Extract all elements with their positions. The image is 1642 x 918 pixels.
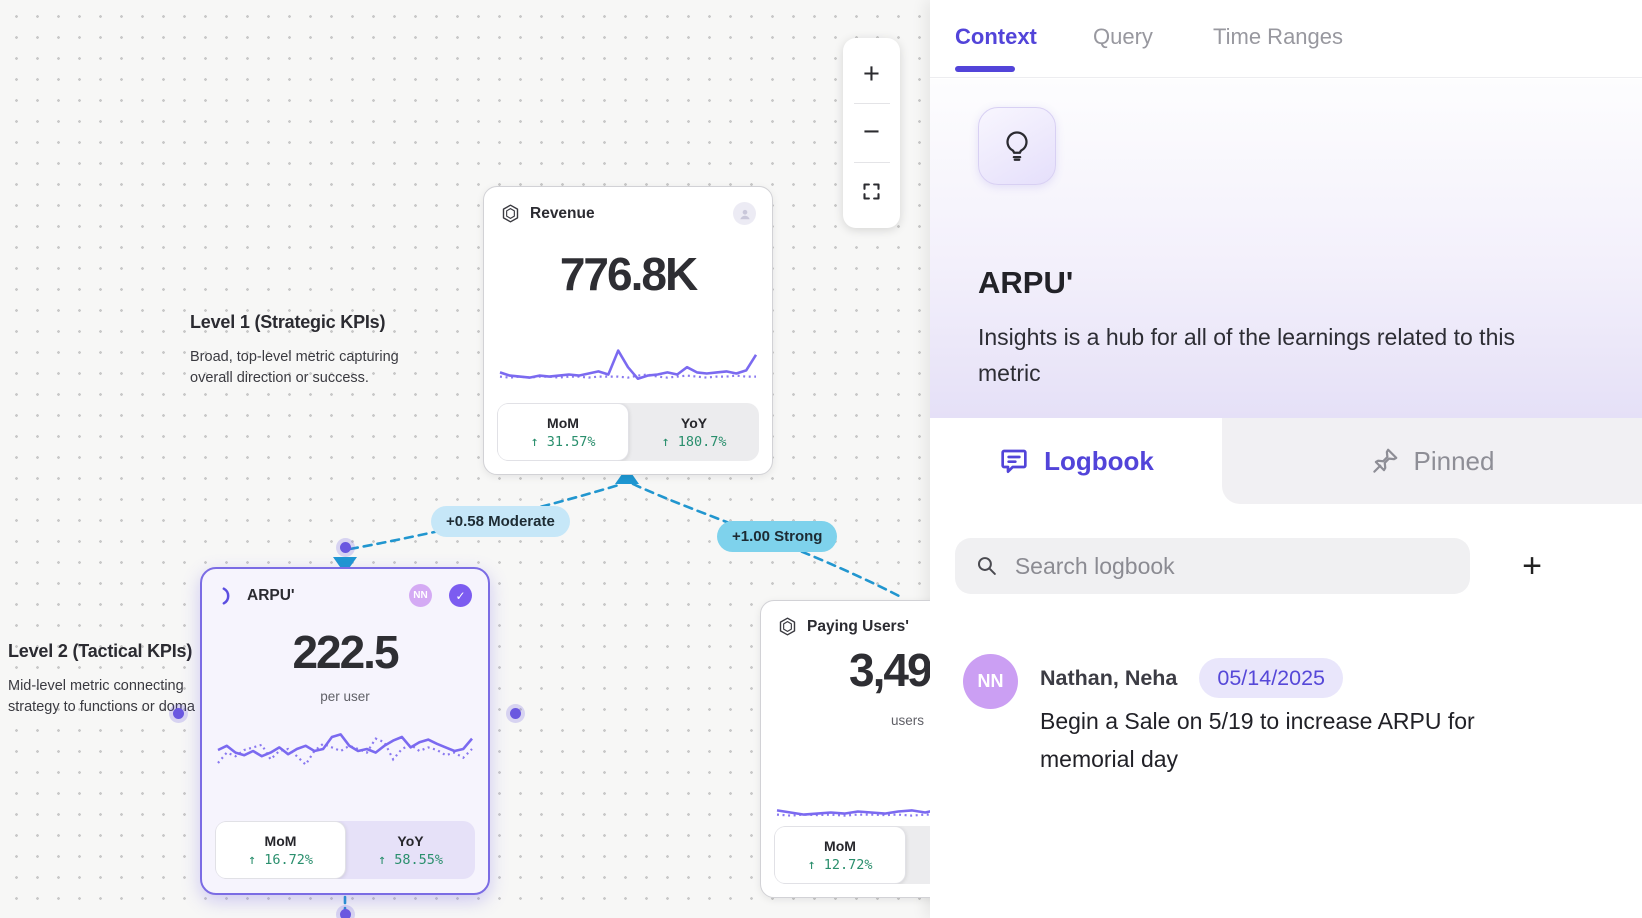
sparkline-dotted [217, 737, 473, 767]
sidebar-tab-bar: Context Query Time Ranges [930, 0, 1642, 78]
metric-unit: per user [320, 689, 370, 704]
correlation-badge-moderate[interactable]: +0.58 Moderate [431, 506, 570, 537]
card-footer: MoM ↑ 12.72% [774, 826, 930, 884]
metric-tree-canvas[interactable]: Level 1 (Strategic KPIs) Broad, top-leve… [0, 0, 930, 918]
level-2-title: Level 2 (Tactical KPIs) [8, 641, 193, 661]
logbook-chat-icon [1001, 449, 1027, 473]
mom-label: MoM [547, 414, 579, 431]
connection-handle-top[interactable] [340, 542, 351, 553]
mom-label: MoM [824, 837, 856, 854]
sparkline-chart [217, 724, 473, 776]
context-sidebar: Context Query Time Ranges ARPU' Insights… [930, 0, 1642, 918]
metric-card-arpu[interactable]: ARPU' NN ✓ 222.5 per user MoM ↑ 16.72% Y… [200, 567, 490, 895]
yoy-value: ↑ 58.55% [377, 851, 444, 868]
yoy-toggle[interactable]: YoY ↑ 58.55% [346, 821, 475, 879]
pushpin-icon [1372, 448, 1397, 473]
metric-card-paying-users[interactable]: Paying Users' 3,49 users MoM ↑ 12.72% [760, 600, 930, 898]
person-icon [739, 209, 750, 219]
tab-logbook[interactable]: Logbook [930, 418, 1222, 504]
logbook-search-row: + [930, 504, 1642, 604]
fullscreen-icon [863, 183, 880, 200]
entry-header: Nathan, Neha 05/14/2025 [1040, 658, 1343, 698]
hexagon-icon [502, 204, 519, 223]
logbook-pinned-switch: Logbook Pinned [930, 418, 1642, 504]
metric-value: 3,49 [849, 644, 930, 696]
fit-view-button[interactable] [843, 163, 900, 220]
sparkline-dotted [499, 373, 756, 379]
sparkline-solid [217, 733, 473, 758]
metric-name-heading: ARPU' [978, 265, 1074, 300]
tab-query[interactable]: Query [1093, 24, 1153, 49]
metric-hero-section: ARPU' Insights is a hub for all of the l… [930, 79, 1642, 418]
metric-description: Insights is a hub for all of the learnin… [978, 324, 1515, 386]
crescent-icon [222, 586, 230, 605]
connection-handle-right[interactable] [510, 708, 521, 719]
zoom-out-button[interactable]: − [863, 116, 880, 149]
metric-unit: users [891, 713, 925, 728]
metric-card-revenue[interactable]: Revenue 776.8K MoM ↑ 31.57% YoY [483, 186, 773, 475]
level-2-annotation: Level 2 (Tactical KPIs) Mid-level metric… [8, 641, 195, 718]
mom-value: ↑ 16.72% [247, 851, 314, 868]
lightbulb-icon [1006, 131, 1028, 161]
mom-toggle[interactable]: MoM ↑ 16.72% [215, 821, 346, 879]
active-tab-underline [955, 66, 1015, 72]
mom-value: ↑ 12.72% [807, 856, 873, 873]
level-1-title: Level 1 (Strategic KPIs) [190, 312, 386, 332]
mom-toggle[interactable]: MoM ↑ 31.57% [497, 403, 629, 461]
yoy-label: YoY [680, 414, 708, 431]
tab-time-ranges[interactable]: Time Ranges [1213, 24, 1344, 49]
logbook-label: Logbook [1044, 445, 1154, 476]
collaborator-avatar[interactable]: NN [409, 584, 432, 607]
sparkline-solid [776, 809, 930, 816]
card-title: Revenue [530, 204, 595, 222]
tab-context[interactable]: Context [955, 24, 1037, 49]
connection-handle-bottom[interactable] [340, 909, 351, 918]
level-2-description: Mid-level metric connecting strategy to … [8, 678, 195, 715]
pinned-label: Pinned [1413, 445, 1495, 476]
mom-label: MoM [264, 832, 297, 849]
yoy-value: ↑ 180.7% [661, 433, 727, 450]
card-title: ARPU' [247, 586, 295, 604]
insights-icon-tile [978, 107, 1056, 185]
toolbar-divider [853, 103, 890, 105]
search-input[interactable] [1014, 552, 1450, 580]
mom-value: ↑ 31.57% [530, 433, 596, 450]
entry-date-badge[interactable]: 05/14/2025 [1199, 658, 1343, 698]
owner-avatar-icon[interactable] [733, 202, 756, 225]
yoy-toggle[interactable] [906, 826, 930, 884]
author-avatar: NN [963, 654, 1018, 709]
sparkline-chart [499, 335, 758, 387]
search-icon [977, 557, 996, 575]
metric-value: 222.5 [292, 626, 399, 678]
tab-pinned[interactable]: Pinned [1222, 418, 1642, 504]
hexagon-icon [779, 617, 796, 636]
card-footer: MoM ↑ 16.72% YoY ↑ 58.55% [215, 821, 475, 879]
verified-badge-icon: ✓ [449, 584, 472, 607]
entry-text: Begin a Sale on 5/19 to increase ARPU fo… [1040, 708, 1475, 772]
sparkline-dotted [776, 813, 930, 817]
yoy-toggle[interactable]: YoY ↑ 180.7% [629, 403, 759, 461]
level-1-annotation: Level 1 (Strategic KPIs) Broad, top-leve… [190, 312, 399, 389]
card-footer: MoM ↑ 31.57% YoY ↑ 180.7% [497, 403, 759, 461]
card-title: Paying Users' [807, 617, 909, 635]
mom-toggle[interactable]: MoM ↑ 12.72% [774, 826, 906, 884]
sparkline-chart [776, 773, 930, 825]
zoom-in-button[interactable]: + [863, 58, 880, 91]
entry-author: Nathan, Neha [1040, 665, 1178, 690]
add-log-entry-button[interactable]: + [1522, 546, 1542, 585]
connection-handle-left[interactable] [173, 708, 184, 719]
correlation-badge-strong[interactable]: +1.00 Strong [717, 521, 838, 552]
metric-value: 776.8K [559, 248, 698, 300]
canvas-zoom-toolbar: + − [843, 38, 900, 228]
yoy-label: YoY [397, 832, 424, 849]
sparkline-solid [499, 349, 758, 381]
toolbar-divider [853, 161, 890, 163]
search-logbook-field[interactable] [955, 538, 1470, 594]
level-1-description: Broad, top-level metric capturing overal… [190, 349, 399, 386]
